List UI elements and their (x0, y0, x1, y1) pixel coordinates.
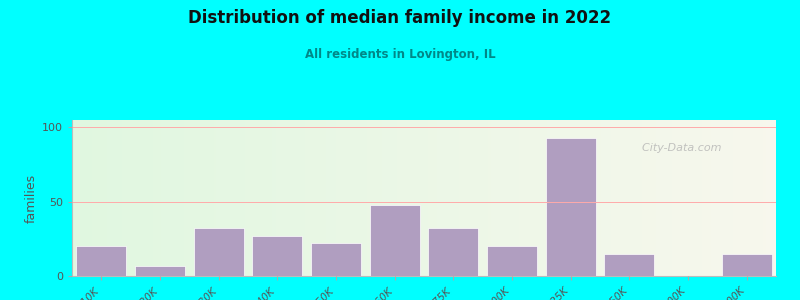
Bar (546, 138, 595, 276)
Bar (605, 254, 654, 276)
Bar (253, 236, 302, 276)
Bar (194, 229, 243, 276)
Bar (370, 205, 419, 276)
Bar (487, 246, 537, 276)
Y-axis label: families: families (25, 173, 38, 223)
Bar (77, 246, 126, 276)
Bar (722, 254, 771, 276)
Bar (135, 266, 185, 276)
Bar (429, 229, 478, 276)
Text: Distribution of median family income in 2022: Distribution of median family income in … (189, 9, 611, 27)
Text: All residents in Lovington, IL: All residents in Lovington, IL (305, 48, 495, 61)
Bar (311, 243, 361, 276)
Text: City-Data.com: City-Data.com (635, 143, 722, 153)
